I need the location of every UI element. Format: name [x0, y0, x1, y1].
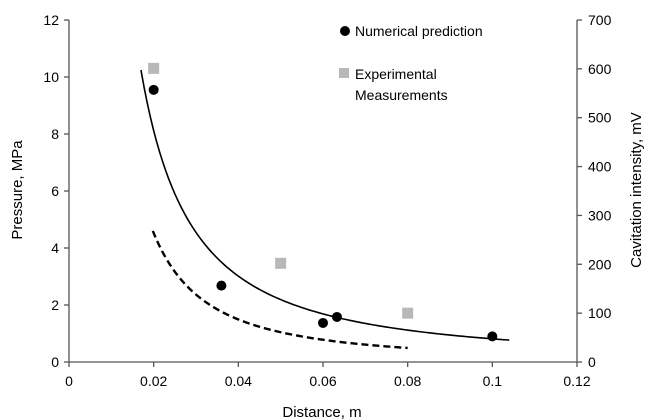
numerical-point [148, 84, 159, 95]
x-tick-label: 0.04 [225, 373, 252, 389]
legend: Numerical prediction Experimental Measur… [339, 23, 483, 103]
experimental-point [402, 307, 414, 319]
y2-tick-label: 400 [588, 159, 612, 175]
y2-tick-label: 600 [588, 61, 612, 77]
x-axis-title: Distance, m [282, 404, 361, 420]
legend-label-experimental-line1: Experimental [355, 66, 437, 82]
y-tick-label: 4 [51, 240, 59, 256]
y2-axis-title: Cavitation intensity, mV [628, 112, 645, 268]
legend-label-experimental-line2: Measurements [355, 87, 448, 103]
legend-label-numerical: Numerical prediction [355, 23, 483, 39]
x-tick-label: 0.1 [483, 373, 503, 389]
y2-tick-label: 100 [588, 305, 612, 321]
numerical-point [487, 331, 498, 342]
y-axis-title: Pressure, MPa [9, 140, 26, 240]
y2-tick-label: 300 [588, 207, 612, 223]
axes: 0 0.02 0.04 0.06 0.08 0.1 0.12 0 2 4 6 8 10 12 0 100 200… [43, 12, 611, 389]
numerical-point [331, 311, 342, 322]
numerical-point [318, 317, 328, 328]
y2-tick-label: 200 [588, 256, 612, 272]
experimental-point [148, 62, 160, 74]
y-tick-label: 6 [51, 183, 59, 199]
legend-marker-numerical [340, 26, 350, 36]
numerical-point [216, 280, 227, 291]
data-points [148, 62, 498, 342]
x-tick-label: 0.06 [309, 373, 336, 389]
x-tick-label: 0.12 [563, 373, 590, 389]
experimental-trendline [151, 230, 408, 350]
y-tick-label: 2 [51, 297, 59, 313]
trendlines [140, 69, 510, 350]
y-tick-label: 12 [43, 12, 59, 28]
x-tick-label: 0.02 [140, 373, 167, 389]
y-tick-label: 8 [51, 126, 59, 142]
legend-marker-experimental [339, 68, 349, 78]
numerical-trendline [140, 69, 510, 341]
y2-tick-label: 0 [588, 354, 596, 370]
y2-tick-label: 500 [588, 110, 612, 126]
experimental-point [275, 257, 287, 269]
y-tick-label: 0 [51, 354, 59, 370]
x-tick-label: 0.08 [394, 373, 421, 389]
y2-tick-label: 700 [588, 12, 612, 28]
y-tick-label: 10 [43, 69, 59, 85]
x-tick-label: 0 [65, 373, 73, 389]
